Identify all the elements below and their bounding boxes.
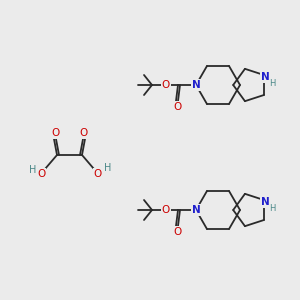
Text: O: O [173, 102, 181, 112]
Text: O: O [51, 128, 59, 138]
Text: N: N [192, 205, 200, 215]
Text: H: H [29, 165, 37, 175]
Text: O: O [80, 128, 88, 138]
Text: N: N [192, 205, 200, 215]
Text: H: H [104, 163, 112, 173]
Text: O: O [94, 169, 102, 179]
Text: H: H [269, 79, 275, 88]
Text: O: O [162, 80, 170, 90]
Text: H: H [269, 203, 275, 212]
Text: N: N [261, 72, 269, 82]
Text: N: N [261, 197, 269, 207]
Text: O: O [173, 227, 181, 237]
Text: O: O [162, 205, 170, 215]
Text: N: N [192, 80, 200, 90]
Text: O: O [37, 169, 45, 179]
Text: N: N [192, 80, 200, 90]
